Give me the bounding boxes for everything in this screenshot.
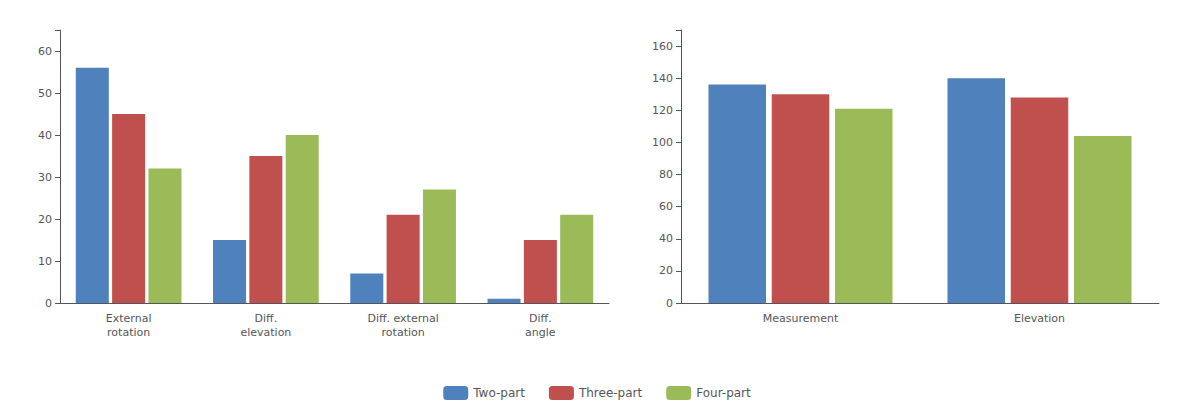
svg-text:20: 20: [38, 213, 52, 226]
svg-text:60: 60: [659, 200, 673, 213]
svg-text:0: 0: [45, 297, 52, 310]
svg-text:Measurement: Measurement: [763, 312, 839, 325]
svg-text:angle: angle: [525, 326, 556, 339]
svg-text:Two-part: Two-part: [472, 386, 525, 400]
svg-text:Diff.: Diff.: [529, 312, 552, 325]
svg-text:140: 140: [652, 72, 673, 85]
svg-text:40: 40: [659, 232, 673, 245]
svg-text:Diff. external: Diff. external: [367, 312, 438, 325]
svg-text:Four-part: Four-part: [696, 386, 751, 400]
svg-text:rotation: rotation: [107, 326, 150, 339]
svg-text:80: 80: [659, 168, 673, 181]
svg-text:Diff.: Diff.: [255, 312, 278, 325]
svg-text:40: 40: [38, 129, 52, 142]
svg-text:30: 30: [38, 171, 52, 184]
svg-text:0: 0: [666, 297, 673, 310]
svg-text:20: 20: [659, 264, 673, 277]
svg-text:160: 160: [652, 40, 673, 53]
svg-text:50: 50: [38, 87, 52, 100]
svg-text:120: 120: [652, 104, 673, 117]
svg-text:Elevation: Elevation: [1014, 312, 1065, 325]
svg-text:External: External: [106, 312, 152, 325]
svg-text:60: 60: [38, 45, 52, 58]
svg-text:100: 100: [652, 136, 673, 149]
svg-text:Three-part: Three-part: [578, 386, 643, 400]
svg-text:rotation: rotation: [382, 326, 425, 339]
svg-text:10: 10: [38, 255, 52, 268]
svg-text:elevation: elevation: [240, 326, 291, 339]
